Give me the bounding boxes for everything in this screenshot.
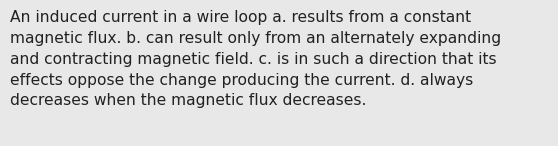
Text: An induced current in a wire loop a. results from a constant
magnetic flux. b. c: An induced current in a wire loop a. res… <box>10 10 501 108</box>
